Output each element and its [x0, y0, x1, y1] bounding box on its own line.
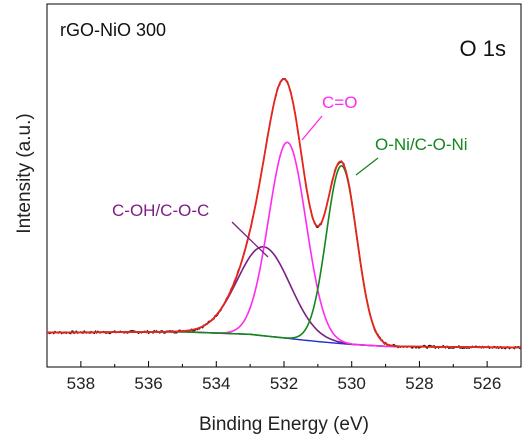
x-tick-label: 526: [473, 374, 501, 393]
peak-line-2: [47, 164, 522, 349]
envelope-line: [47, 77, 522, 349]
y-axis-title: Intensity (a.u.): [14, 113, 35, 233]
peak-line-1: [47, 141, 522, 349]
x-tick-label: 528: [405, 374, 433, 393]
annotation-label: C=O: [322, 93, 357, 112]
background-line: [47, 331, 522, 349]
x-tick-label: 530: [338, 374, 366, 393]
annotations-group: C-OH/C-O-C C=O O-Ni/C-O-Ni: [112, 93, 468, 258]
annotation-label: C-OH/C-O-C: [112, 201, 209, 220]
region-label: O 1s: [460, 36, 506, 61]
plot-frame: [46, 3, 522, 368]
annotation-leader-line: [355, 157, 379, 176]
x-tick-label: 538: [67, 374, 95, 393]
sample-label: rGO-NiO 300: [60, 20, 166, 40]
annotation-leader-line: [301, 115, 323, 141]
annotation-leader-line: [231, 221, 269, 258]
x-axis-title: Binding Energy (eV): [199, 414, 369, 435]
x-tick-label: 532: [270, 374, 298, 393]
x-tick-label: 536: [134, 374, 162, 393]
x-tick-label: 534: [202, 374, 230, 393]
curves-group: [46, 77, 522, 350]
x-axis-ticks: 538 536 534 532 530 528 526: [46, 361, 522, 393]
annotation-label: O-Ni/C-O-Ni: [375, 135, 468, 154]
